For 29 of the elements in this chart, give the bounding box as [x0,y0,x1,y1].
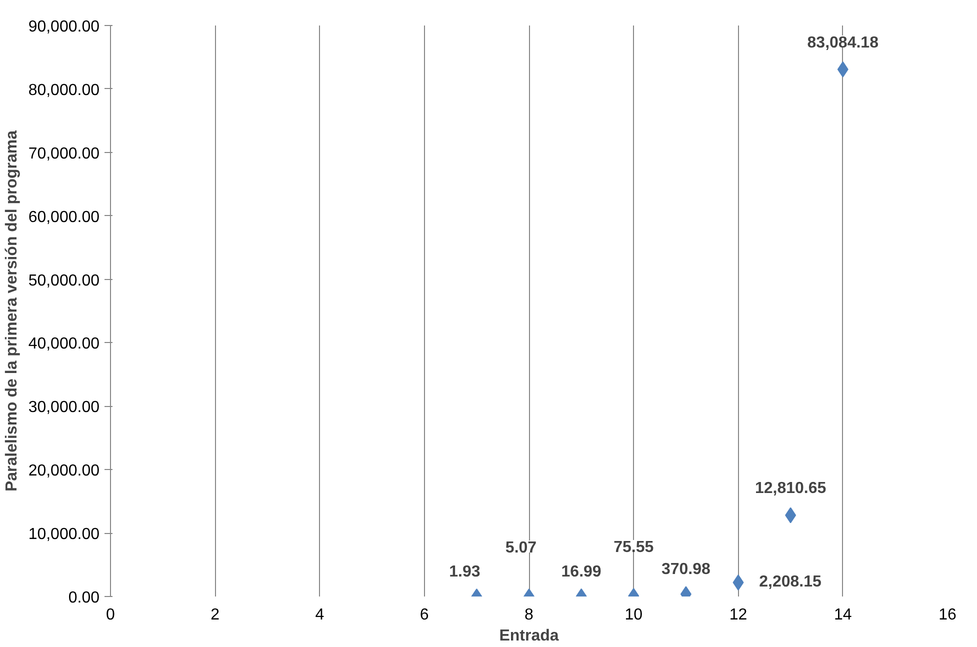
y-tick-label: 20,000.00 [28,462,100,480]
x-tick-label: 16 [938,606,956,624]
x-tick-label: 12 [729,606,748,624]
data-label: 2,208.15 [759,573,822,590]
data-label: 1.93 [449,563,480,580]
y-tick-label: 40,000.00 [28,336,100,353]
y-tick-label: 30,000.00 [28,399,100,416]
y-tick-label: 90,000.00 [28,18,100,36]
y-tick-label: 0.00 [68,590,100,606]
x-tick-label: 2 [210,606,220,624]
x-tick-label: 8 [524,606,534,624]
x-tick-label: 6 [420,606,429,624]
data-label: 83,084.18 [807,34,879,52]
data-label: 5.07 [505,539,537,556]
data-label: 16.99 [561,563,602,580]
x-tick-label: 4 [315,606,324,624]
x-tick-label: 14 [834,606,852,624]
data-label: 370.98 [661,561,711,578]
x-tick-label: 0 [106,606,116,624]
x-tick-label: 10 [624,606,643,624]
y-tick-label: 60,000.00 [28,208,100,226]
y-tick-label: 50,000.00 [28,272,100,290]
data-label: 75.55 [614,539,654,556]
data-label: 12,810.65 [754,480,826,498]
y-tick-label: 10,000.00 [28,526,100,544]
x-axis-title: Entrada [499,628,559,644]
y-tick-label: 80,000.00 [28,82,100,99]
y-tick-label: 70,000.00 [28,145,100,162]
y-axis-title: Paralelismo de la primera versión del programa [3,130,20,492]
